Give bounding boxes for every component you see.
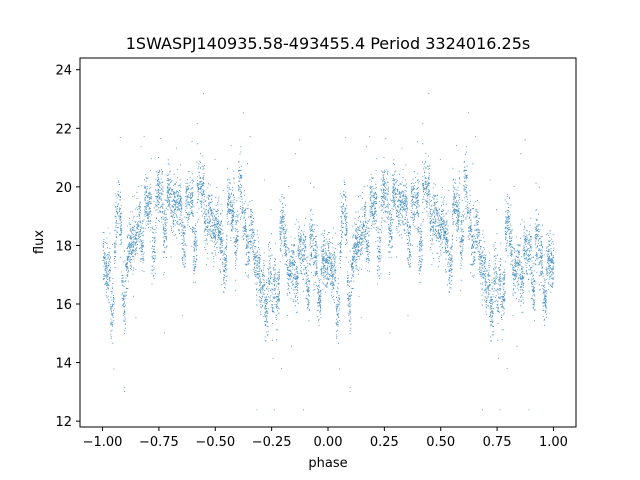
y-tick-label: 24 — [55, 64, 72, 79]
y-tick-label: 22 — [55, 122, 72, 137]
x-tick-label: 0.25 — [370, 435, 399, 450]
x-tick-label: −0.50 — [195, 435, 235, 450]
x-tick-label: 0.50 — [426, 435, 455, 450]
x-tick-label: 0.75 — [483, 435, 512, 450]
x-tick-label: 1.00 — [539, 435, 568, 450]
y-tick-label: 16 — [55, 298, 72, 313]
chart-title: 1SWASPJ140935.58-493455.4 Period 3324016… — [126, 34, 531, 53]
y-tick-label: 20 — [55, 181, 72, 196]
x-axis-ticks: −1.00 −0.75 −0.50 −0.25 0.00 0.25 0.50 0.75 1.00 — [83, 427, 568, 450]
y-tick-label: 12 — [55, 415, 72, 430]
y-axis-ticks: 12 14 16 18 20 22 24 — [55, 64, 80, 430]
y-tick-label: 14 — [55, 357, 72, 372]
x-axis-label: phase — [308, 456, 347, 471]
y-axis-label: flux — [32, 230, 47, 254]
y-tick-label: 18 — [55, 239, 72, 254]
x-tick-label: −0.25 — [252, 435, 292, 450]
x-tick-label: −1.00 — [83, 435, 123, 450]
x-tick-label: −0.75 — [139, 435, 179, 450]
x-tick-label: 0.00 — [314, 435, 343, 450]
